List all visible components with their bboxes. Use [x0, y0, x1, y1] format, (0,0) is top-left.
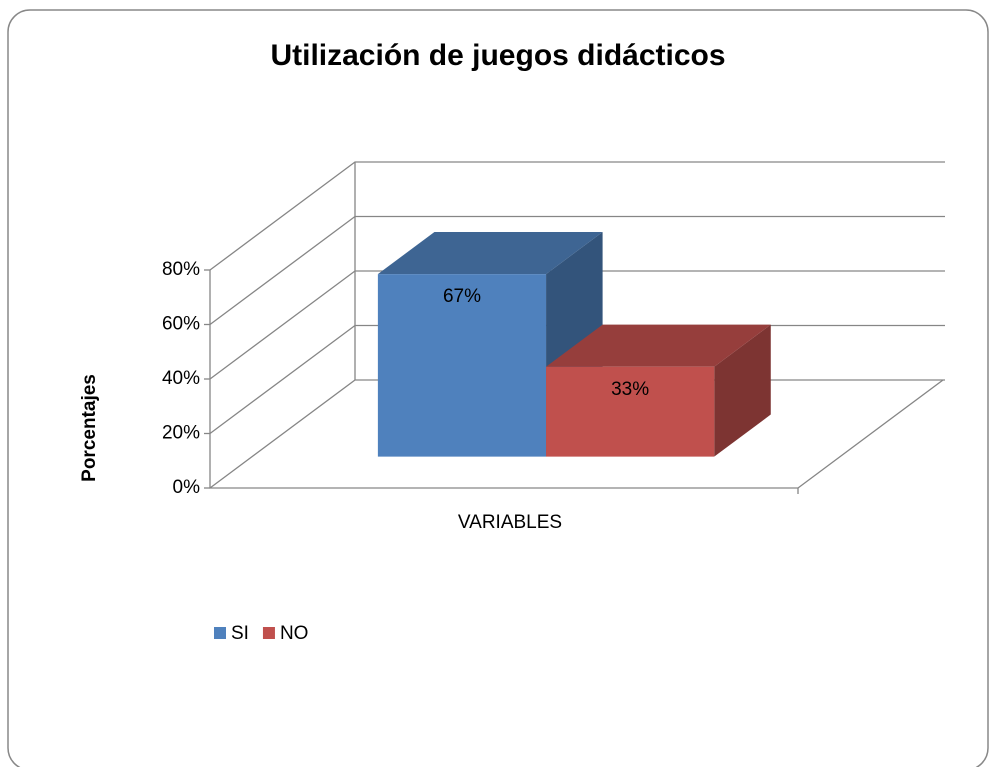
bar-top: [546, 324, 771, 367]
x-tick-label: VARIABLES: [458, 512, 562, 533]
y-tick-label: 0%: [173, 477, 201, 498]
y-tick-label: 40%: [162, 368, 200, 389]
bar-top: [377, 231, 603, 275]
legend-swatch: [214, 627, 226, 639]
legend-label: NO: [280, 623, 309, 644]
y-axis-title: Porcentajes: [79, 374, 100, 482]
bar-side: [714, 324, 771, 457]
bar: [546, 366, 715, 457]
bar: [377, 274, 547, 457]
chart-title: Utilización de juegos didácticos: [270, 39, 725, 72]
y-tick-label: 60%: [162, 314, 200, 335]
y-tick-label: 80%: [162, 259, 200, 280]
grid-line: [209, 270, 945, 380]
data-label: 67%: [443, 286, 481, 307]
data-label: 33%: [611, 379, 649, 400]
legend-swatch: [262, 627, 275, 639]
grid-line: [209, 215, 945, 326]
legend-label: SI: [231, 623, 249, 644]
y-tick-label: 20%: [162, 423, 200, 444]
grid-line: [209, 161, 945, 271]
